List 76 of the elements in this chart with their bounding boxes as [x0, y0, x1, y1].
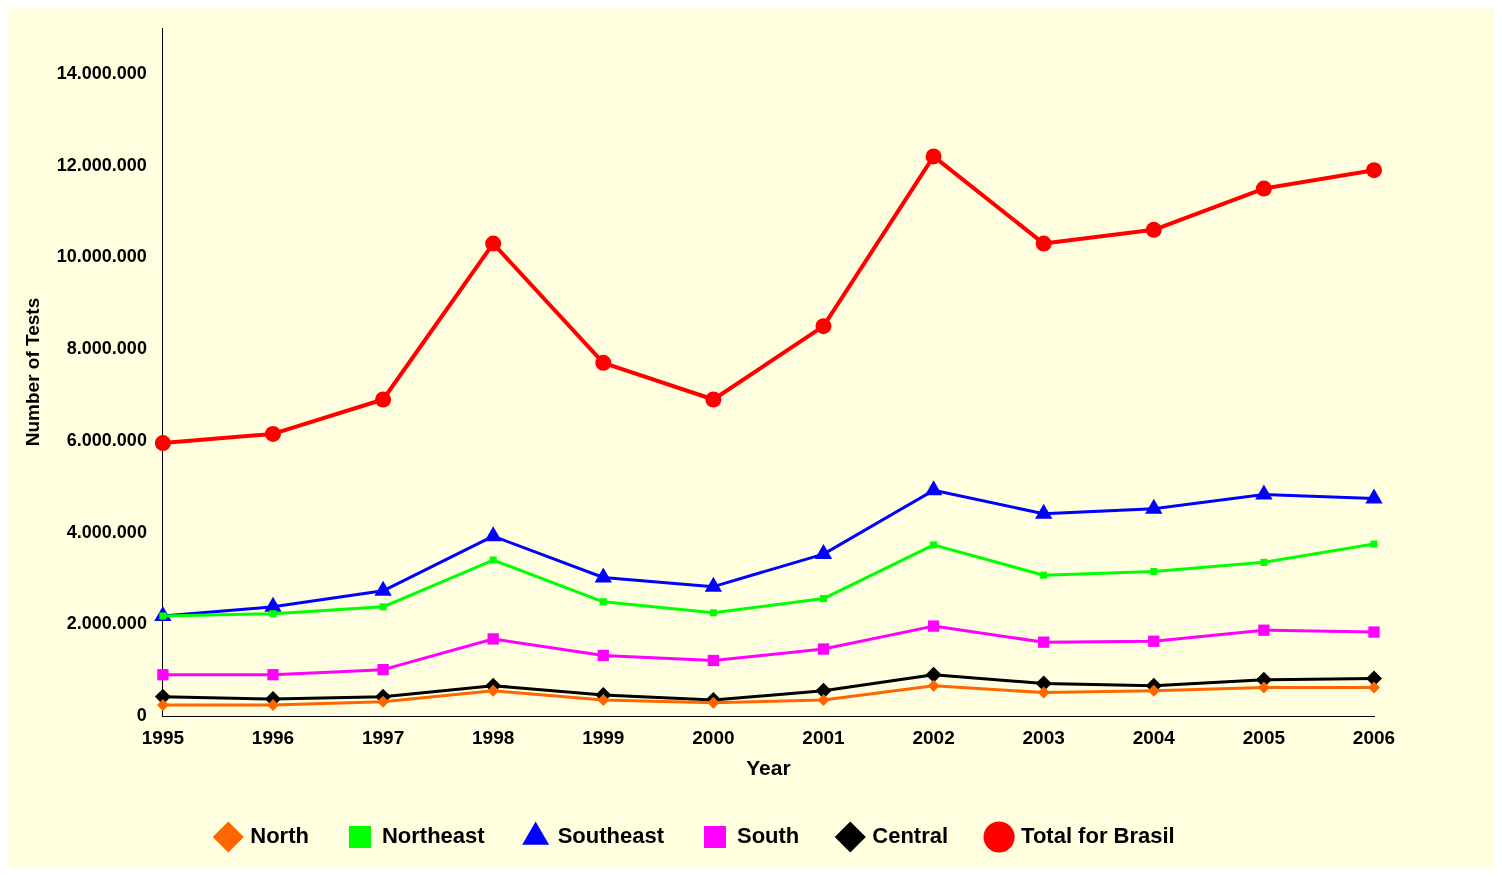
x-tick-label: 2003	[1022, 726, 1065, 748]
point	[1366, 162, 1382, 179]
point	[819, 595, 828, 603]
point	[487, 684, 500, 697]
y-tick-label: 4.000.000	[66, 521, 147, 542]
point	[595, 354, 612, 371]
y-tick-label: 2.000.000	[66, 613, 147, 634]
x-tick-label: 2002	[912, 726, 955, 748]
x-tick-label: 1997	[361, 726, 405, 748]
legend-label: Northeast	[381, 823, 486, 849]
point	[267, 669, 279, 681]
point	[599, 598, 607, 606]
x-tick-label: 1996	[251, 726, 295, 748]
point	[597, 693, 610, 706]
point	[1150, 567, 1158, 576]
point	[705, 391, 722, 408]
y-tick-label: 0	[136, 704, 147, 725]
point	[375, 391, 392, 408]
point	[1038, 636, 1050, 648]
point	[379, 603, 387, 611]
point	[927, 620, 940, 632]
point	[930, 541, 938, 549]
x-tick-label: 2006	[1352, 726, 1396, 748]
legend-label: North	[250, 823, 309, 849]
point	[814, 544, 833, 560]
point	[156, 698, 169, 711]
point	[925, 666, 942, 683]
point	[817, 643, 830, 655]
point	[1037, 686, 1050, 699]
point	[264, 425, 281, 442]
point	[1368, 681, 1380, 694]
legend-label: South	[736, 823, 800, 849]
point	[269, 610, 277, 618]
point	[489, 556, 497, 564]
y-tick-label: 12.000.000	[56, 154, 147, 175]
point	[817, 693, 830, 706]
point	[815, 682, 832, 699]
point	[1370, 540, 1378, 548]
point	[597, 649, 609, 662]
point	[1040, 571, 1048, 579]
point	[1145, 221, 1162, 238]
point	[1258, 624, 1270, 636]
x-tick-label: 1998	[472, 726, 515, 748]
point	[1368, 626, 1380, 638]
y-tick-label: 6.000.000	[66, 429, 147, 450]
point	[1257, 681, 1270, 694]
legend-label: Total for Brasil	[1021, 823, 1175, 849]
y-axis-title: Number of Tests	[21, 297, 43, 447]
point	[815, 318, 832, 335]
x-tick-label: 1999	[582, 726, 625, 748]
point	[485, 235, 502, 252]
point	[157, 669, 169, 681]
point	[1260, 558, 1268, 566]
point	[1255, 180, 1272, 197]
y-tick-label: 8.000.000	[66, 338, 147, 359]
point	[1148, 635, 1160, 647]
x-tick-label: 2005	[1242, 726, 1286, 748]
point	[487, 633, 499, 645]
y-tick-label: 10.000.000	[56, 246, 147, 267]
legend-label: Central	[872, 823, 949, 849]
point	[925, 148, 942, 165]
point	[709, 609, 717, 617]
y-tick-label: 14.000.000	[56, 62, 147, 83]
point	[154, 435, 171, 452]
point	[1035, 235, 1052, 252]
x-tick-label: 2000	[692, 726, 735, 748]
legend-label: Southeast	[557, 823, 665, 849]
x-axis-title: Year	[746, 756, 791, 780]
point	[927, 679, 940, 692]
point	[707, 654, 720, 667]
point	[1147, 684, 1160, 697]
x-tick-label: 2001	[802, 726, 846, 748]
x-tick-label: 2004	[1132, 726, 1176, 748]
point	[377, 664, 389, 676]
x-tick-label: 1995	[141, 726, 185, 748]
point	[377, 695, 390, 708]
